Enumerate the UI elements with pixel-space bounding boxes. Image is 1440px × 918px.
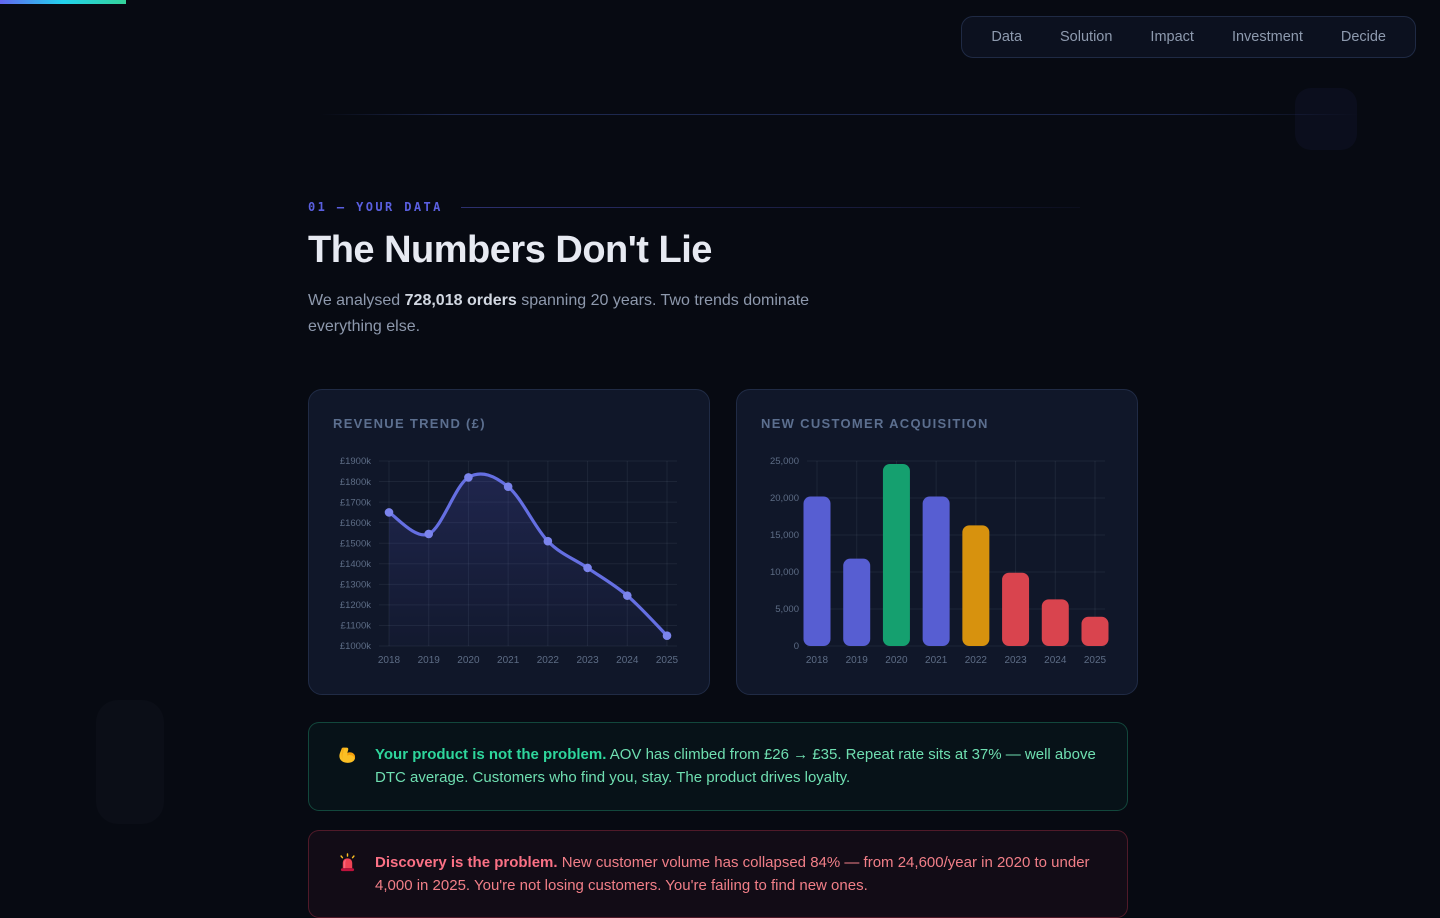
scroll-progress-bar [0, 0, 126, 4]
data-point-dot [384, 507, 394, 517]
x-axis-tick-label: 2023 [1004, 655, 1027, 666]
revenue-trend-chart: £1900k £1800k £1700k £1600k £1500k £1400k £130… [333, 453, 685, 667]
x-axis-tick-label: 2018 [806, 655, 829, 666]
data-point-dot [583, 563, 592, 572]
subtitle-pre: We analysed [308, 292, 401, 309]
top-nav: Data Solution Impact Investment Decide [961, 16, 1416, 58]
x-axis-tick-label: 2021 [925, 655, 948, 666]
y-axis-tick-label: £1600k [340, 518, 371, 529]
section-kicker: 01 — YOUR DATA [308, 200, 443, 214]
data-point-dot [662, 631, 672, 640]
decorative-divider-line [320, 114, 1360, 115]
bar-2024 [1041, 599, 1069, 646]
y-axis-tick-label: £1300k [340, 579, 371, 590]
section-kicker-row: 01 — YOUR DATA [308, 200, 1132, 214]
kicker-rule [460, 206, 1080, 208]
y-axis-tick-label: 20,000 [770, 493, 799, 504]
customer-acquisition-card: NEW CUSTOMER ACQUISITION 25,000 20,000 15,… [736, 388, 1138, 695]
callout-body: New customer volume has collapsed 84% — … [375, 853, 1090, 894]
callout-body: AOV has climbed from £26 → £35. Repeat r… [375, 745, 1096, 787]
data-point-dot [503, 482, 513, 491]
y-axis-tick-label: £1700k [340, 497, 371, 508]
y-axis-tick-label: £1100k [341, 620, 372, 631]
section-subtitle: We analysed 728,018 orders spanning 20 y… [308, 288, 820, 341]
x-axis-tick-label: 2018 [378, 655, 401, 666]
data-point-dot [424, 529, 434, 539]
callout-text: Discovery is the problem. New customer v… [375, 851, 1103, 898]
x-axis-tick-label: 2020 [457, 655, 480, 666]
bar-2025 [1081, 616, 1109, 646]
x-axis-tick-label: 2025 [1084, 655, 1107, 666]
line-chart-svg: £1900k £1800k £1700k £1600k £1500k £1400k £130… [340, 456, 679, 666]
bar-2018 [803, 496, 831, 646]
x-axis-tick-label: 2021 [497, 655, 520, 666]
y-axis-tick-label: £1000k [340, 641, 371, 652]
product-strength-callout: Your product is not the problem. AOV has… [308, 721, 1128, 811]
data-point-dot [622, 591, 632, 600]
revenue-trend-card: REVENUE TREND (£) £1900k £1800k £1700k £160… [308, 388, 710, 695]
x-axis-tick-label: 2019 [846, 655, 869, 666]
x-axis-tick-label: 2024 [616, 655, 639, 666]
flexed-biceps-icon [337, 745, 358, 771]
bar-2023 [1002, 572, 1030, 646]
bar-2022 [962, 525, 990, 646]
y-axis-tick-label: 5,000 [775, 604, 799, 615]
x-axis-tick-label: 2024 [1044, 655, 1067, 666]
callout-text: Your product is not the problem. AOV has… [375, 743, 1103, 790]
customer-acquisition-title: NEW CUSTOMER ACQUISITION [761, 415, 989, 431]
y-axis-tick-label: £1500k [340, 538, 371, 549]
x-axis-tick-label: 2020 [885, 655, 908, 666]
customer-acquisition-chart: 25,000 20,000 15,000 10,000 5,000 0 2018 2019 20… [761, 453, 1113, 667]
line-area-fill [389, 473, 667, 646]
x-axis-tick-label: 2025 [656, 655, 679, 666]
decorative-blob [1295, 88, 1357, 150]
y-axis-tick-label: 25,000 [770, 456, 799, 467]
x-axis-tick-label: 2023 [576, 655, 599, 666]
revenue-trend-title: REVENUE TREND (£) [333, 415, 486, 431]
siren-icon [337, 852, 358, 879]
y-axis-tick-label: £1200k [340, 600, 371, 611]
nav-item-decide[interactable]: Decide [1340, 29, 1386, 45]
nav-item-impact[interactable]: Impact [1150, 29, 1194, 45]
x-axis-tick-label: 2022 [537, 655, 560, 666]
y-axis-tick-label: 10,000 [770, 567, 799, 578]
revenue-line-path [387, 472, 669, 638]
nav-item-solution[interactable]: Solution [1060, 29, 1113, 45]
bar-2020 [882, 463, 910, 646]
chart-cards: REVENUE TREND (£) £1900k £1800k £1700k £160… [308, 388, 1138, 695]
y-axis-tick-label: 15,000 [770, 530, 799, 541]
nav-item-investment[interactable]: Investment [1231, 29, 1303, 45]
x-axis-tick-label: 2022 [965, 655, 988, 666]
x-axis-tick-label: 2019 [418, 655, 441, 666]
data-point-dot [543, 536, 553, 546]
callout-lead: Discovery is the problem. [375, 853, 558, 871]
subtitle-highlight: 728,018 orders [404, 292, 517, 309]
subtitle-post: spanning 20 years. Two trends dominate e… [308, 292, 810, 336]
bar-2019 [843, 558, 871, 646]
nav-item-data[interactable]: Data [991, 29, 1023, 45]
data-section: 01 — YOUR DATA The Numbers Don't Lie We … [308, 0, 1138, 918]
y-axis-tick-label: 0 [794, 641, 799, 652]
decorative-blob [96, 700, 164, 824]
y-axis-tick-label: £1400k [340, 559, 371, 570]
bar-chart-svg: 25,000 20,000 15,000 10,000 5,000 0 2018 2019 20… [770, 456, 1109, 666]
y-axis-tick-label: £1900k [340, 456, 371, 467]
discovery-problem-callout: Discovery is the problem. New customer v… [308, 829, 1128, 918]
data-point-dot [464, 472, 473, 482]
page-title: The Numbers Don't Lie [308, 229, 712, 271]
callout-lead: Your product is not the problem. [375, 745, 607, 763]
y-axis-tick-label: £1800k [340, 477, 371, 488]
bar-2021 [922, 496, 950, 646]
